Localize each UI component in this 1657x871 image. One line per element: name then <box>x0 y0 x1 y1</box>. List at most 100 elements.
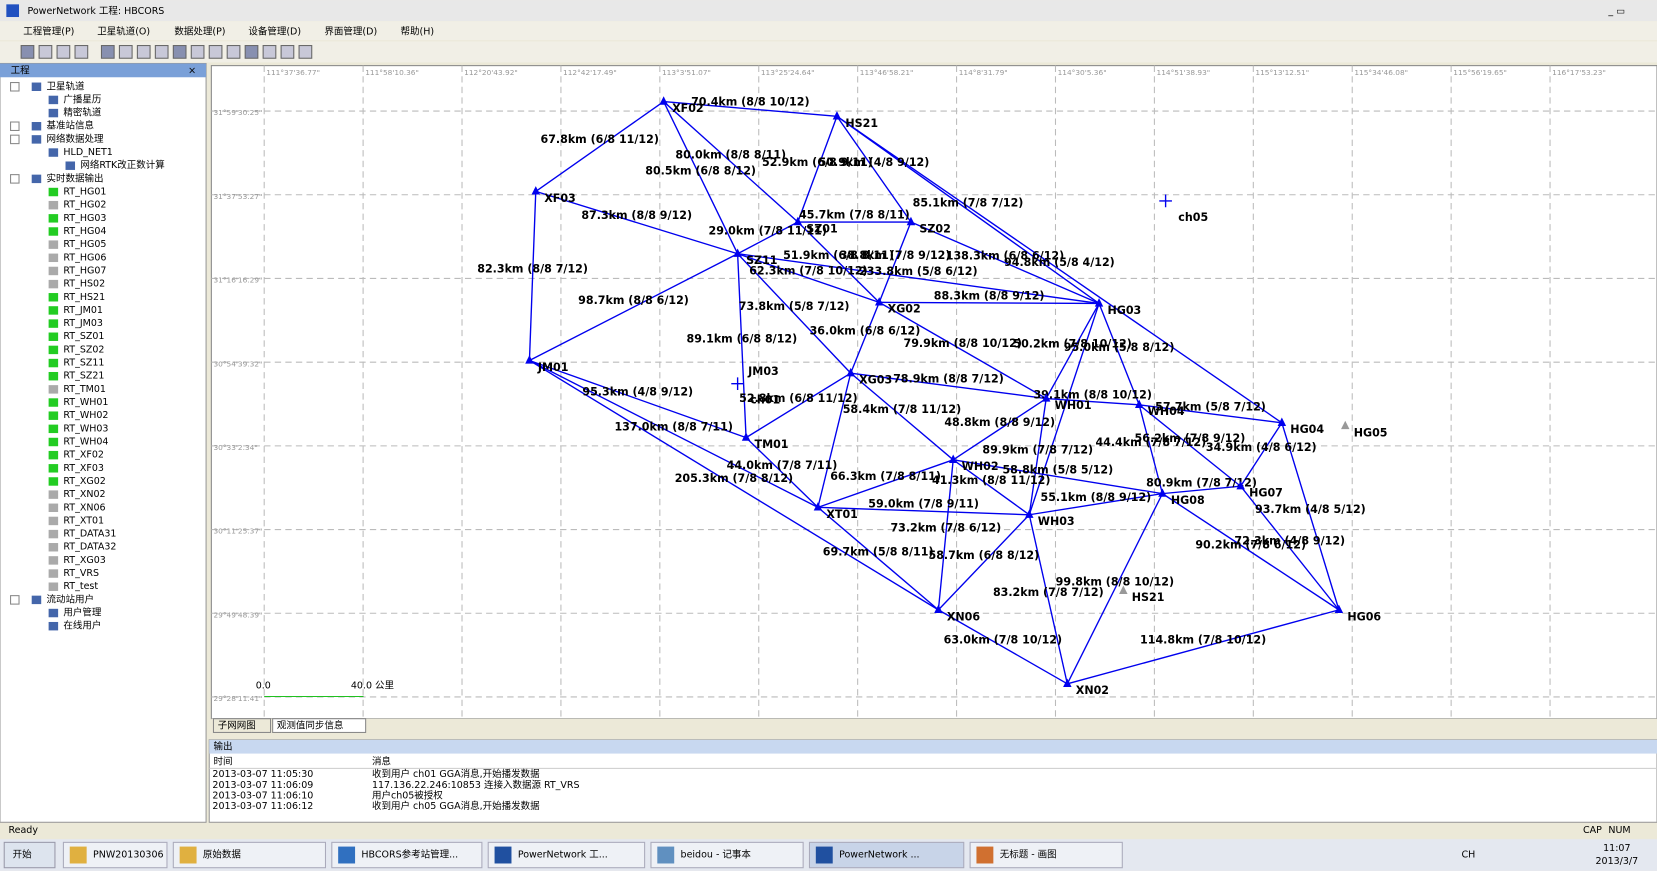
task-button[interactable] <box>172 841 327 869</box>
tree-item[interactable]: RT_XG03 <box>63 555 105 566</box>
menu-item[interactable]: 工程管理(P) <box>23 25 74 37</box>
task-button[interactable] <box>331 841 483 869</box>
tool-button[interactable] <box>20 45 35 59</box>
tool-button[interactable] <box>136 45 151 59</box>
tool-button[interactable] <box>226 45 241 59</box>
expander[interactable] <box>10 595 20 605</box>
tool-button[interactable] <box>262 45 277 59</box>
station-marker[interactable] <box>741 432 751 441</box>
station-marker[interactable] <box>659 96 668 105</box>
station-marker[interactable] <box>1094 298 1104 307</box>
tree-item[interactable]: RT_DATA32 <box>63 542 116 553</box>
expander[interactable] <box>10 121 20 131</box>
tree-item[interactable]: RT_SZ02 <box>63 344 104 355</box>
tree-item[interactable]: RT_SZ01 <box>63 331 104 342</box>
station-marker[interactable] <box>846 367 855 377</box>
tool-button[interactable] <box>74 45 89 59</box>
tool-button[interactable] <box>118 45 133 59</box>
tree-item[interactable]: RT_HS02 <box>63 279 105 290</box>
station-marker[interactable] <box>1277 417 1287 426</box>
tree-item[interactable]: 网络RTK改正数计算 <box>80 159 164 171</box>
tree-item[interactable]: RT_WH02 <box>63 410 108 421</box>
expander[interactable] <box>10 174 20 184</box>
expander[interactable] <box>10 82 20 92</box>
expander[interactable] <box>10 134 20 145</box>
menu-item[interactable]: 帮助(H) <box>401 25 435 37</box>
tool-button[interactable] <box>172 45 187 59</box>
station-marker[interactable] <box>874 297 884 306</box>
tab[interactable] <box>212 718 272 733</box>
station-marker[interactable] <box>525 355 534 364</box>
tree-item[interactable]: RT_HG07 <box>63 265 106 276</box>
tool-button[interactable] <box>100 45 115 59</box>
menu-item[interactable]: 设备管理(D) <box>248 25 301 37</box>
station-marker[interactable] <box>948 454 958 463</box>
tool-button[interactable] <box>154 45 169 59</box>
tree-item[interactable]: RT_DATA31 <box>63 529 116 540</box>
tree-item[interactable]: RT_JM03 <box>63 318 103 329</box>
tree-item[interactable]: HLD_NET1 <box>63 147 112 158</box>
station-marker[interactable] <box>531 186 541 195</box>
tree-item[interactable]: RT_XG02 <box>63 476 105 487</box>
tree-item[interactable]: RT_XN06 <box>63 502 105 513</box>
tool-button[interactable] <box>244 45 259 59</box>
tool-button[interactable] <box>56 45 71 59</box>
tool-button[interactable] <box>208 45 223 59</box>
tree-item[interactable]: 在线用户 <box>63 620 101 632</box>
tree-item[interactable]: RT_HG03 <box>63 213 106 224</box>
tree-item[interactable]: RT_WH04 <box>63 436 108 447</box>
tool-button[interactable] <box>190 45 205 59</box>
tree-item[interactable]: 基准站信息 <box>46 120 94 132</box>
tree-item[interactable]: RT_SZ21 <box>63 371 104 382</box>
station-marker[interactable] <box>1236 480 1245 490</box>
station-marker[interactable] <box>1025 509 1034 518</box>
tree-item[interactable]: RT_JM01 <box>63 305 103 316</box>
tree-item[interactable]: RT_HG01 <box>63 187 106 198</box>
task-button[interactable] <box>969 841 1123 869</box>
tree-item[interactable]: RT_WH01 <box>63 397 108 408</box>
station-marker[interactable] <box>1334 604 1344 614</box>
tree-item[interactable]: RT_XF02 <box>63 450 104 461</box>
tree-item[interactable]: 实时数据输出 <box>46 172 103 184</box>
tree-item[interactable]: RT_XT01 <box>63 515 104 526</box>
station-marker[interactable] <box>733 248 742 257</box>
tree-item[interactable]: 精密轨道 <box>63 107 102 119</box>
station-marker[interactable] <box>934 604 943 614</box>
menu-item[interactable]: 界面管理(D) <box>324 25 377 37</box>
tree-item[interactable]: RT_test <box>63 581 98 592</box>
tree-item[interactable]: RT_HS21 <box>63 292 105 303</box>
station-marker[interactable] <box>1063 678 1072 688</box>
window-buttons[interactable]: _ ▭ <box>1607 6 1625 17</box>
station-marker[interactable] <box>1134 399 1144 409</box>
tool-button[interactable] <box>280 45 295 59</box>
station-marker[interactable] <box>1158 488 1167 497</box>
tree-item[interactable]: RT_HG02 <box>63 200 106 211</box>
station-marker[interactable] <box>813 502 823 511</box>
menu-item[interactable]: 数据处理(P) <box>174 25 225 37</box>
station-marker[interactable] <box>1341 420 1350 430</box>
tree-item[interactable]: RT_XN02 <box>63 489 105 500</box>
tool-button[interactable] <box>38 45 53 59</box>
station-marker[interactable] <box>832 111 842 120</box>
start-button[interactable] <box>3 841 56 869</box>
tree-item[interactable]: RT_WH03 <box>63 423 108 434</box>
station-marker[interactable] <box>1041 393 1051 402</box>
station-marker[interactable] <box>1119 585 1128 595</box>
tree-item[interactable]: 流动站用户 <box>46 593 94 605</box>
task-button[interactable] <box>650 841 804 869</box>
tree-item[interactable]: RT_HG05 <box>63 239 106 250</box>
task-button[interactable] <box>808 841 965 869</box>
tree-item[interactable]: RT_HG06 <box>63 252 106 263</box>
tree-item[interactable]: 用户管理 <box>63 607 102 619</box>
task-button[interactable] <box>487 841 646 869</box>
tree-item[interactable]: RT_XF03 <box>63 463 104 474</box>
tree-item[interactable]: RT_SZ11 <box>63 358 104 369</box>
station-marker[interactable] <box>906 216 916 226</box>
tree-item[interactable]: 广播星历 <box>63 93 101 105</box>
tab[interactable] <box>272 718 367 733</box>
tree-item[interactable]: RT_TM01 <box>63 384 106 395</box>
tree-item[interactable]: 卫星轨道 <box>46 80 85 92</box>
tree-item[interactable]: RT_VRS <box>63 568 99 579</box>
tree-item[interactable]: RT_HG04 <box>63 226 106 237</box>
tool-button[interactable] <box>298 45 313 59</box>
